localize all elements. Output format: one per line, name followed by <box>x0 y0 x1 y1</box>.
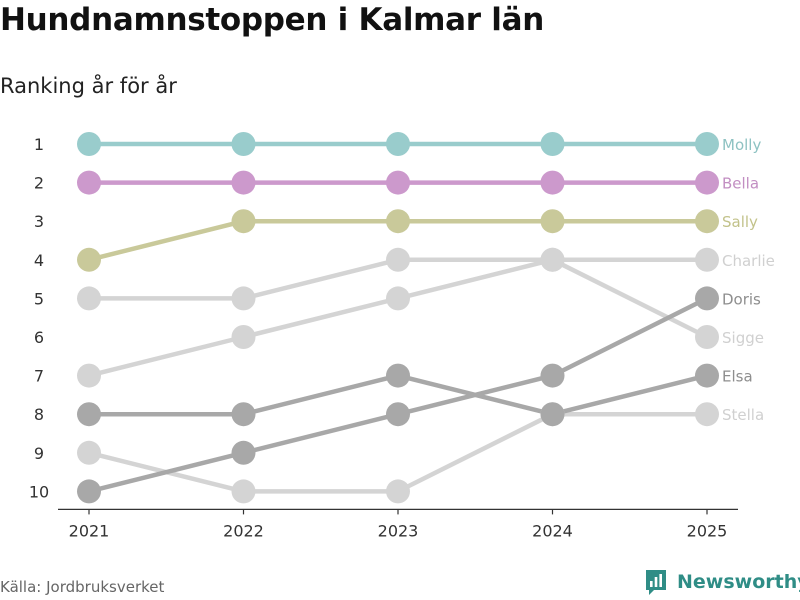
data-point-molly <box>540 132 565 156</box>
series-label-sally: Sally <box>722 213 758 231</box>
data-point-charlie <box>540 247 565 272</box>
data-point-sally <box>540 209 565 234</box>
data-point-sally <box>231 209 256 234</box>
data-point-doris <box>695 286 719 311</box>
brand-logo[interactable]: Newsworthy <box>644 568 800 596</box>
data-point-doris <box>77 479 101 504</box>
data-point-doris <box>386 402 410 427</box>
y-tick-label: 5 <box>34 289 44 308</box>
line-layer <box>86 141 710 494</box>
data-point-elsa <box>386 363 410 388</box>
series-label-elsa: Elsa <box>722 368 753 386</box>
data-point-charlie <box>695 247 719 272</box>
data-point-sally <box>386 209 410 234</box>
y-tick-label: 1 <box>34 135 44 154</box>
series-label-stella: Stella <box>722 406 764 424</box>
data-point-sigge <box>386 286 410 311</box>
y-tick-label: 3 <box>34 212 44 231</box>
y-tick-label: 6 <box>34 328 44 347</box>
data-point-sally <box>695 209 719 234</box>
data-point-bella <box>540 170 565 195</box>
series-label-molly: Molly <box>722 136 761 154</box>
data-point-sigge <box>231 325 256 349</box>
series-line-sigge <box>86 257 710 378</box>
data-point-sigge <box>695 325 719 349</box>
data-point-stella <box>386 479 410 504</box>
x-tick-label: 2023 <box>378 521 419 540</box>
data-point-bella <box>231 170 256 195</box>
data-point-molly <box>231 132 256 156</box>
data-point-charlie <box>77 286 101 311</box>
y-tick-label: 9 <box>34 444 44 463</box>
data-point-molly <box>386 132 410 156</box>
series-line-doris <box>86 296 710 494</box>
data-point-elsa <box>231 402 256 427</box>
dot-layer <box>77 132 719 504</box>
y-tick-label: 7 <box>34 367 44 386</box>
x-tick-label: 2025 <box>687 521 728 540</box>
data-point-doris <box>231 440 256 465</box>
newsworthy-logo-icon <box>646 570 666 595</box>
source-note: Källa: Jordbruksverket <box>0 578 165 596</box>
y-tick-label: 4 <box>34 251 44 270</box>
axis-layer: 2021 2022 2023 2024 2025 1 2 3 4 5 6 7 8 9 10 <box>29 135 738 540</box>
data-point-molly <box>695 132 719 156</box>
data-point-bella <box>695 170 719 195</box>
series-label-bella: Bella <box>722 175 759 193</box>
series-label-doris: Doris <box>722 290 761 308</box>
x-tick-label: 2021 <box>69 521 110 540</box>
chart-subtitle: Ranking år för år <box>0 74 177 98</box>
series-label-charlie: Charlie <box>722 252 775 270</box>
data-point-bella <box>77 170 101 195</box>
x-tick-label: 2024 <box>532 521 573 540</box>
data-point-stella <box>695 402 719 427</box>
label-layer: Stella Sigge Charlie Elsa Doris Sally Bella Mol… <box>722 136 775 424</box>
data-point-doris <box>540 363 565 388</box>
data-point-molly <box>77 132 101 156</box>
data-point-elsa <box>695 363 719 388</box>
series-label-sigge: Sigge <box>722 329 764 347</box>
brand-name: Newsworthy <box>677 571 800 593</box>
y-tick-label: 2 <box>34 174 44 193</box>
data-point-stella <box>77 440 101 465</box>
data-point-elsa <box>77 402 101 427</box>
data-point-sally <box>77 247 101 272</box>
y-tick-label: 10 <box>29 482 49 501</box>
data-point-charlie <box>231 286 256 311</box>
chart-title: Hundnamnstoppen i Kalmar län <box>0 2 544 38</box>
data-point-bella <box>386 170 410 195</box>
y-tick-label: 8 <box>34 405 44 424</box>
data-point-stella <box>231 479 256 504</box>
data-point-elsa <box>540 402 565 427</box>
x-tick-label: 2022 <box>223 521 264 540</box>
data-point-charlie <box>386 247 410 272</box>
data-point-sigge <box>77 363 101 388</box>
